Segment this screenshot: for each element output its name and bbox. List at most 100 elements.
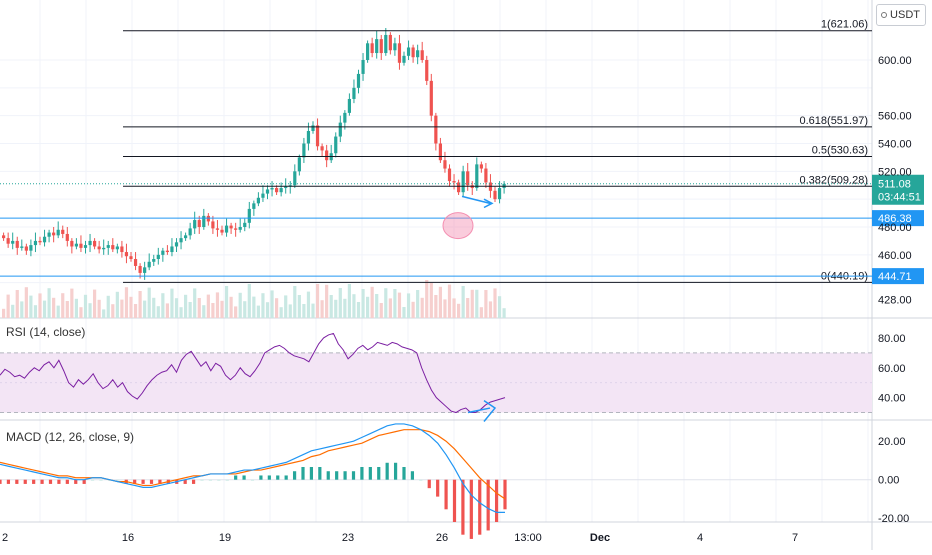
candle-body (284, 186, 288, 189)
macd-histogram-bar (503, 479, 507, 510)
candle-body (234, 228, 238, 230)
candle-body (184, 235, 188, 239)
volume-bar (215, 292, 220, 318)
x-tick-label: 4 (697, 532, 703, 544)
macd-histogram-bar (368, 467, 372, 480)
macd-histogram-bar (360, 467, 364, 480)
macd-histogram-bar (208, 479, 213, 481)
support-price-label: 444.71 (878, 271, 912, 283)
macd-histogram-bar (267, 475, 271, 480)
candle-body (56, 229, 60, 236)
volume-bar (406, 293, 411, 318)
candle-body (302, 143, 306, 158)
volume-bar (65, 301, 69, 318)
macd-histogram-bar (276, 475, 280, 480)
candle-body (15, 240, 19, 248)
volume-bar (29, 295, 33, 318)
candle-body (120, 246, 124, 253)
candle-body (229, 225, 233, 229)
candle-body (438, 143, 442, 161)
volume-bar (393, 289, 397, 318)
macd-histogram-bar (292, 471, 297, 480)
candle-body (420, 50, 424, 60)
candle-body (334, 136, 338, 154)
candle-body (356, 73, 361, 88)
volume-bar (466, 298, 470, 318)
candle-body (133, 259, 138, 266)
volume-bar (33, 305, 38, 318)
macd-histogram-bar (99, 479, 103, 481)
volume-bar (206, 294, 210, 318)
macd-histogram-bar (116, 479, 120, 481)
volume-bar (343, 298, 347, 318)
x-tick-label: Dec (590, 532, 610, 544)
candle-body (443, 160, 447, 169)
macd-histogram-bar (57, 479, 61, 484)
currency-selector[interactable]: USDT (876, 4, 926, 26)
x-tick-label: 16 (122, 532, 134, 544)
volume-bar (457, 303, 461, 318)
volume-bar (493, 288, 497, 318)
candle-body (279, 188, 283, 193)
candle-body (97, 246, 101, 250)
candle-body (393, 43, 397, 51)
candle-body (352, 87, 356, 99)
macd-histogram-bar (225, 479, 229, 481)
volume-bar (306, 291, 311, 318)
candle-body (33, 240, 38, 246)
volume-bar (170, 288, 174, 318)
annotation-arrow (461, 195, 491, 205)
x-tick-label: 7 (792, 532, 798, 544)
macd-histogram-bar (234, 475, 238, 480)
candle-body (215, 228, 220, 230)
candle-body (29, 245, 33, 251)
candle-body (256, 197, 260, 204)
volume-bar (470, 289, 474, 318)
x-tick-label: 19 (219, 532, 231, 544)
candle-body (434, 115, 438, 144)
candle-body (484, 168, 488, 183)
volume-bar (147, 287, 151, 318)
candle-body (47, 232, 51, 237)
volume-bar (338, 288, 342, 318)
volume-bar (238, 292, 242, 318)
volume-bar (315, 284, 320, 318)
volume-bar (88, 303, 92, 318)
macd-histogram-bar (82, 479, 86, 484)
macd-line (0, 423, 505, 513)
volume-bar (270, 290, 274, 318)
volume-bar (93, 289, 97, 318)
candle-body (306, 130, 311, 144)
candle-body (156, 254, 160, 260)
volume-bar (234, 306, 238, 318)
rsi-tick-label: 80.00 (878, 333, 906, 345)
x-tick-label: 26 (436, 532, 448, 544)
candle-body (152, 259, 156, 262)
volume-bar (74, 298, 78, 318)
candle-body (497, 188, 502, 200)
volume-bar (115, 291, 119, 318)
macd-histogram-bar (250, 479, 255, 481)
volume-bar (434, 295, 438, 318)
volume-bar (70, 288, 74, 318)
price-tick-label: 560.00 (878, 111, 912, 123)
volume-bar (247, 284, 251, 318)
macd-histogram-bar (377, 467, 381, 480)
volume-bar (347, 284, 351, 318)
volume-bar (366, 296, 370, 318)
macd-histogram-bar (284, 475, 288, 480)
candle-body (361, 60, 365, 74)
candle-body (202, 215, 206, 227)
candle-body (375, 39, 379, 54)
macd-histogram-bar (217, 479, 221, 481)
macd-histogram-bar (149, 479, 154, 484)
volume-bar (388, 298, 392, 318)
volume-bar (143, 300, 147, 318)
candle-body (188, 228, 192, 236)
macd-histogram-bar (351, 471, 356, 480)
volume-bar (397, 292, 402, 318)
candle-body (493, 190, 497, 200)
macd-histogram-bar (343, 471, 347, 480)
volume-bar (79, 307, 83, 318)
candle-body (79, 243, 83, 248)
